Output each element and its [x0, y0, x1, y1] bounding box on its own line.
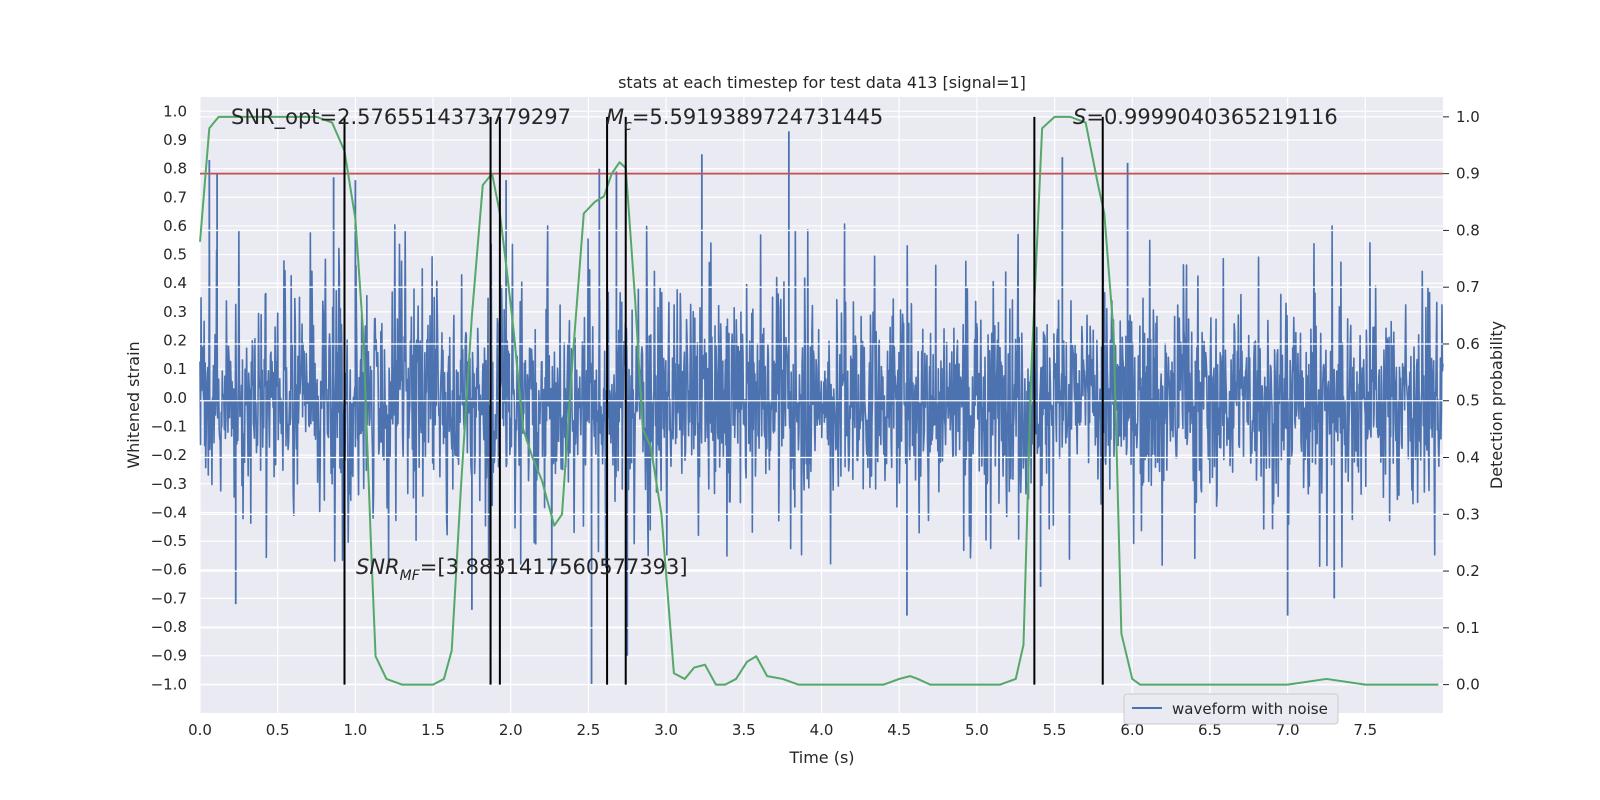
y-tick-label: 1.0 [163, 102, 187, 120]
chirp-mass-subscript: c [624, 118, 632, 134]
y-tick-label: −0.7 [151, 589, 187, 607]
s-symbol: S [1073, 105, 1086, 129]
y2-tick-label: 1.0 [1456, 108, 1480, 126]
y-tick-label: 0.6 [163, 217, 187, 235]
y2-tick-label: 0.8 [1456, 221, 1480, 239]
y2-tick-labels: 1.0 0.9 0.8 0.7 0.6 0.5 0.4 0.3 0.2 0.1 0.0 [1443, 108, 1480, 694]
y-tick-label: −1.0 [151, 675, 187, 693]
x-tick-label: 1.0 [343, 721, 367, 739]
y-tick-label: 0.9 [163, 131, 187, 149]
y-tick-labels: 1.0 0.9 0.8 0.7 0.6 0.5 0.4 0.3 0.2 0.1 0.0 −0.1 −0.… [151, 102, 187, 693]
y2-tick-label: 0.7 [1456, 278, 1480, 296]
x-tick-label: 4.0 [810, 721, 834, 739]
snr-mf-subscript: MF [400, 568, 421, 584]
x-tick-label: 0.5 [266, 721, 290, 739]
s-value: =0.9999040365219116 [1086, 105, 1337, 129]
x-tick-label: 7.5 [1353, 721, 1377, 739]
y-tick-label: −0.2 [151, 446, 187, 464]
y-tick-label: 0.2 [163, 332, 187, 350]
y2-tick-label: 0.9 [1456, 165, 1480, 183]
y-tick-label: −0.9 [151, 647, 187, 665]
chirp-mass-value: =5.5919389724731445 [632, 105, 883, 129]
y-tick-label: −0.4 [151, 503, 187, 521]
y2-axis-label: Detection probability [1487, 321, 1506, 489]
y2-tick-label: 0.2 [1456, 562, 1480, 580]
y-tick-label: 0.4 [163, 274, 187, 292]
x-tick-label: 5.0 [965, 721, 989, 739]
x-tick-label: 3.0 [654, 721, 678, 739]
y2-tick-label: 0.0 [1456, 676, 1480, 694]
x-tick-label: 3.5 [732, 721, 756, 739]
x-axis-label: Time (s) [788, 748, 854, 767]
y-tick-label: 0.7 [163, 188, 187, 206]
probability-line [199, 115, 1439, 686]
x-tick-label: 0.0 [188, 721, 212, 739]
vertical-markers [343, 116, 1104, 685]
probability-series [199, 115, 1439, 686]
snr-mf-annotation: SNRMF=[3.8831417560577393] [356, 555, 688, 584]
chirp-mass-symbol: M [606, 105, 624, 129]
x-tick-label: 1.5 [421, 721, 445, 739]
chart-title: stats at each timestep for test data 413… [618, 73, 1026, 92]
y-tick-label: 0.1 [163, 360, 187, 378]
y-tick-label: −0.5 [151, 532, 187, 550]
x-tick-label: 2.5 [577, 721, 601, 739]
legend-box [1123, 693, 1339, 725]
y-tick-label: −0.6 [151, 561, 187, 579]
legend-label: waveform with noise [1172, 700, 1328, 718]
x-tick-label: 6.5 [1198, 721, 1222, 739]
y-axis-label: Whitened strain [124, 341, 143, 468]
y2-tick-label: 0.6 [1456, 335, 1480, 353]
y2-tick-label: 0.3 [1456, 505, 1480, 523]
y-tick-label: 0.0 [163, 389, 187, 407]
snr-mf-value: =[3.8831417560577393] [420, 555, 688, 579]
y-tick-label: 0.5 [163, 246, 187, 264]
y2-tick-label: 0.4 [1456, 449, 1480, 467]
x-tick-label: 4.5 [887, 721, 911, 739]
y-tick-label: −0.1 [151, 417, 187, 435]
x-tick-label: 7.0 [1276, 721, 1300, 739]
y-tick-label: 0.3 [163, 303, 187, 321]
snr-mf-symbol: SNR [356, 555, 400, 579]
x-tick-label: 5.5 [1043, 721, 1067, 739]
y-tick-label: −0.3 [151, 475, 187, 493]
s-annotation: S=0.9999040365219116 [1073, 105, 1338, 129]
waveform-line [199, 223, 1444, 575]
chirp-mass-annotation: Mc=5.5919389724731445 [606, 105, 883, 134]
x-tick-label: 6.0 [1120, 721, 1144, 739]
y-tick-label: −0.8 [151, 618, 187, 636]
y2-tick-label: 0.1 [1456, 619, 1480, 637]
x-tick-label: 2.0 [499, 721, 523, 739]
y-tick-label: 0.8 [163, 160, 187, 178]
legend: waveform with noise [1123, 693, 1339, 725]
x-tick-labels: 0.0 0.5 1.0 1.5 2.0 2.5 3.0 3.5 4.0 4.5 5.0 5.5 6.0 6… [188, 721, 1377, 739]
snr-opt-annotation: SNR_opt=2.5765514373779297 [231, 105, 571, 130]
y2-tick-label: 0.5 [1456, 392, 1480, 410]
